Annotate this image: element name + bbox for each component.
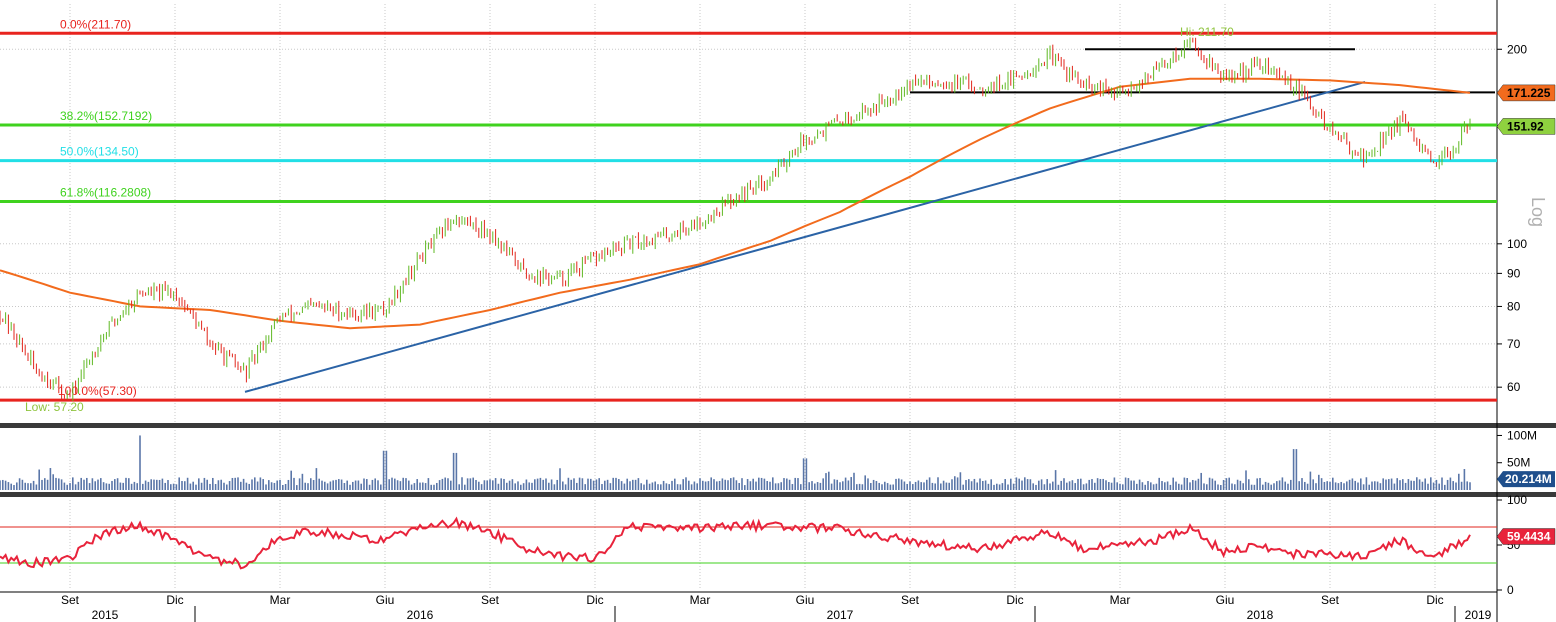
x-year-label: 2017 — [827, 608, 854, 622]
fib-level-label: 61.8%(116.2808) — [60, 185, 151, 199]
y-tick-label: 80 — [1507, 299, 1521, 313]
x-month-label: Set — [481, 593, 500, 607]
rsi-last-tag-bg — [1496, 528, 1556, 545]
rsi-tick-label: 0 — [1507, 583, 1514, 597]
volume-tag-bg — [1497, 471, 1555, 488]
panel-divider — [0, 492, 1556, 497]
volume-tick-label: 100M — [1507, 428, 1537, 442]
rsi-line — [0, 516, 1471, 570]
x-month-label: Set — [901, 593, 920, 607]
x-month-label: Mar — [690, 593, 711, 607]
panel-divider — [0, 423, 1556, 428]
x-month-label: Set — [61, 593, 80, 607]
moving-average-line — [0, 77, 1471, 330]
trendline — [244, 81, 1366, 393]
rsi-tick-label: 100 — [1507, 493, 1527, 507]
ma-value-tag-bg — [1496, 84, 1556, 102]
y-tick-label: 100 — [1507, 237, 1527, 251]
x-year-label: 2015 — [92, 608, 119, 622]
x-month-label: Mar — [1110, 593, 1131, 607]
volume-tick-label: 50M — [1507, 456, 1530, 470]
fib-level-label: 50.0%(134.50) — [60, 145, 139, 159]
x-month-label: Mar — [270, 593, 291, 607]
x-month-label: Giu — [796, 593, 815, 607]
y-tick-label: 90 — [1507, 266, 1521, 280]
y-tick-label: 200 — [1507, 42, 1527, 56]
y-axis-title: Log — [1528, 197, 1548, 227]
fib-level-label: 38.2%(152.7192) — [60, 109, 152, 123]
x-month-label: Dic — [586, 593, 603, 607]
last-price-tag-bg — [1496, 118, 1556, 135]
volume-last-tag: 20.214M — [1505, 472, 1552, 486]
x-month-label: Giu — [376, 593, 395, 607]
ma-value-tag: 171.225 — [1507, 86, 1551, 100]
fib-level-label: 0.0%(211.70) — [60, 17, 131, 31]
y-tick-label: 60 — [1507, 380, 1521, 394]
x-month-label: Set — [1321, 593, 1340, 607]
high-label: Hi: 211.70 — [1180, 25, 1234, 39]
last-price-tag: 151.92 — [1507, 119, 1544, 133]
x-month-label: Dic — [1426, 593, 1443, 607]
fib-level-label: 100.0%(57.30) — [58, 384, 137, 398]
x-month-label: Giu — [1216, 593, 1235, 607]
x-year-label: 2019 — [1465, 608, 1492, 622]
x-month-label: Dic — [1006, 593, 1023, 607]
low-label: Low: 57.20 — [25, 400, 84, 414]
x-year-label: 2016 — [407, 608, 434, 622]
y-tick-label: 70 — [1507, 337, 1521, 351]
x-year-label: 2018 — [1247, 608, 1274, 622]
rsi-last-tag: 59.4434 — [1507, 530, 1551, 544]
x-month-label: Dic — [166, 593, 183, 607]
